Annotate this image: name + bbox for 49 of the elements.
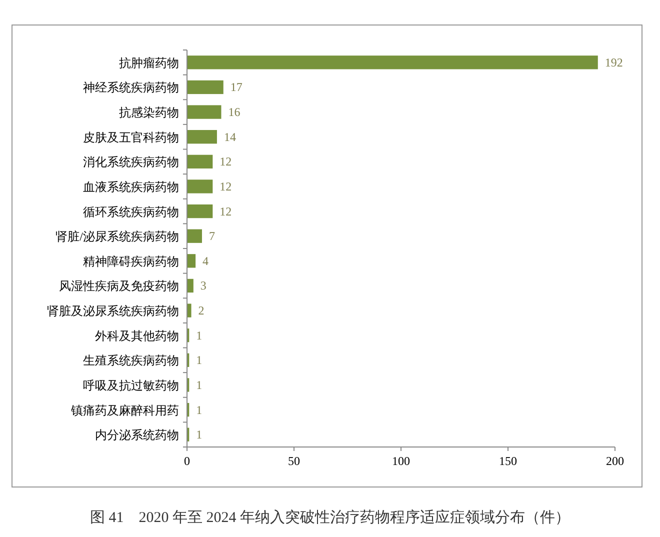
y-tick-label: 生殖系统疾病药物 (83, 354, 179, 368)
bar (187, 105, 222, 119)
data-label: 4 (202, 254, 209, 268)
y-tick-label: 血液系统疾病药物 (83, 180, 179, 194)
data-label: 14 (224, 130, 236, 144)
text: 图 41 2020 年至 2024 年纳入突破性治疗药物程序适应症领域分布（件） (90, 509, 570, 526)
data-label: 1 (196, 378, 202, 392)
y-tick-label: 镇痛药及麻醉科用药 (70, 403, 179, 418)
y-tick-label: 消化系统疾病药物 (83, 155, 179, 170)
y-tick-label: 神经系统疾病药物 (83, 80, 179, 95)
y-tick-label: 皮肤及五官科药物 (83, 130, 179, 144)
y-tick-label: 精神障碍疾病药物 (83, 254, 179, 268)
data-label: 192 (604, 55, 623, 70)
x-tick-label: 200 (606, 454, 624, 468)
data-label: 17 (230, 80, 242, 94)
data-label: 1 (196, 402, 202, 417)
y-tick-label: 内分泌系统药物 (95, 428, 179, 442)
y-tick-label: 肾脏/泌尿系统疾病药物 (56, 230, 179, 244)
data-label: 1 (196, 353, 202, 368)
bar (187, 204, 213, 218)
bar (187, 304, 192, 318)
x-tick-label: 0 (184, 454, 190, 468)
y-tick-label: 肾脏及泌尿系统疾病药物 (47, 304, 179, 318)
y-tick-label: 抗肿瘤药物 (119, 56, 179, 70)
bar (187, 130, 217, 144)
bar (187, 154, 213, 168)
y-tick-label: 外科及其他药物 (95, 328, 179, 343)
y-tick-label: 抗感染药物 (119, 106, 179, 120)
data-label: 12 (220, 154, 232, 169)
bar (187, 278, 194, 293)
bar (187, 56, 598, 70)
y-tick-label: 风湿性疾病及免疫药物 (59, 279, 179, 294)
data-label: 2 (198, 304, 204, 318)
data-label: 16 (228, 105, 240, 120)
x-tick-label: 100 (392, 454, 410, 468)
data-label: 1 (196, 328, 202, 342)
data-label: 12 (220, 204, 232, 218)
data-label: 1 (196, 428, 202, 442)
bar (187, 80, 224, 94)
data-label: 12 (220, 179, 232, 194)
bar (187, 229, 202, 243)
y-tick-label: 呼吸及抗过敏药物 (83, 378, 179, 392)
y-tick-label: 循环系统疾病药物 (83, 204, 179, 219)
x-tick-label: 150 (499, 454, 517, 468)
x-tick-label: 50 (288, 454, 300, 468)
data-label: 3 (200, 278, 206, 293)
bar (187, 254, 196, 268)
bar (187, 180, 213, 194)
data-label: 7 (208, 229, 215, 244)
